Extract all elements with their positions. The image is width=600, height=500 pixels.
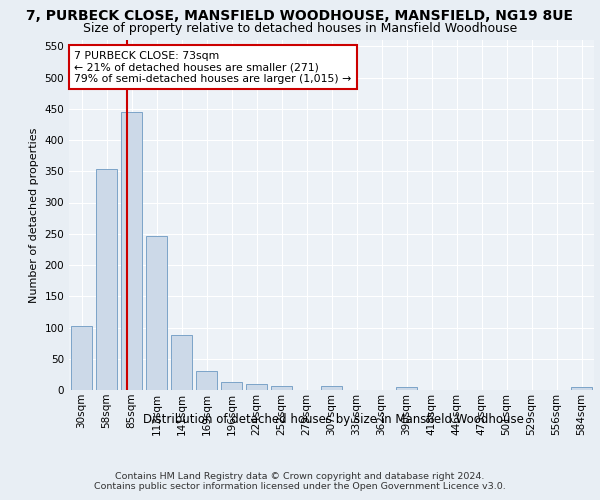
Bar	[571, 387, 592, 390]
Y-axis label: Number of detached properties: Number of detached properties	[29, 128, 39, 302]
Bar	[96, 169, 117, 390]
Bar	[196, 371, 217, 390]
Bar	[121, 112, 142, 390]
Bar	[171, 335, 192, 390]
Text: Contains HM Land Registry data © Crown copyright and database right 2024.: Contains HM Land Registry data © Crown c…	[115, 472, 485, 481]
Bar	[221, 382, 242, 390]
Text: Distribution of detached houses by size in Mansfield Woodhouse: Distribution of detached houses by size …	[143, 412, 523, 426]
Text: 7, PURBECK CLOSE, MANSFIELD WOODHOUSE, MANSFIELD, NG19 8UE: 7, PURBECK CLOSE, MANSFIELD WOODHOUSE, M…	[26, 9, 574, 23]
Bar	[396, 387, 417, 390]
Bar	[71, 326, 92, 390]
Bar	[146, 236, 167, 390]
Bar	[321, 386, 342, 390]
Bar	[271, 386, 292, 390]
Bar	[246, 384, 267, 390]
Text: Size of property relative to detached houses in Mansfield Woodhouse: Size of property relative to detached ho…	[83, 22, 517, 35]
Text: Contains public sector information licensed under the Open Government Licence v3: Contains public sector information licen…	[94, 482, 506, 491]
Text: 7 PURBECK CLOSE: 73sqm
← 21% of detached houses are smaller (271)
79% of semi-de: 7 PURBECK CLOSE: 73sqm ← 21% of detached…	[74, 50, 352, 84]
